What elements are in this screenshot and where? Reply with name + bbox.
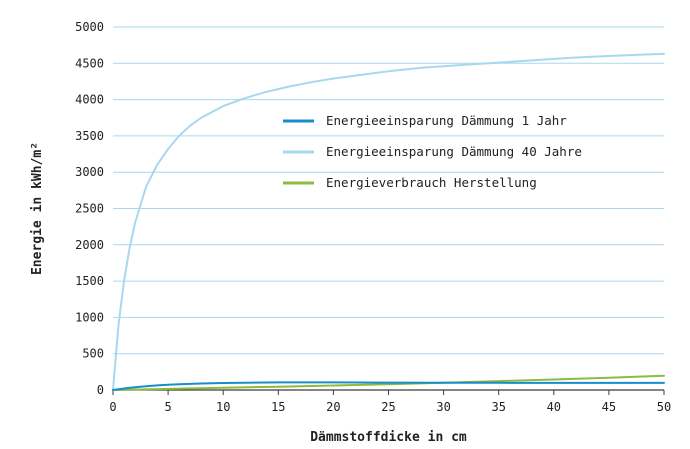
y-tick-label: 0	[97, 383, 104, 397]
legend-item: Energieeinsparung Dämmung 40 Jahre	[283, 144, 582, 159]
series-line	[112, 52, 665, 391]
x-tick-label: 50	[657, 400, 671, 414]
y-tick-labels: 0 500 1000 1500 2000 2500 3000 3500 4000 4500 5000	[75, 20, 104, 397]
y-tick-label: 4000	[75, 93, 104, 107]
x-tick-label: 15	[271, 400, 285, 414]
series-line	[112, 381, 665, 391]
series-line	[112, 374, 665, 391]
x-tick-label: 25	[381, 400, 395, 414]
legend-label: Energieeinsparung Dämmung 40 Jahre	[326, 144, 582, 159]
grid-lines	[113, 26, 664, 355]
y-tick-label: 500	[82, 347, 104, 361]
x-tick-label: 5	[164, 400, 171, 414]
y-tick-label: 1000	[75, 310, 104, 324]
x-tick-label: 35	[491, 400, 505, 414]
x-tick-labels: 0 5 10 15 20 25 30 35 40 45 50	[109, 400, 671, 414]
x-tick-label: 45	[602, 400, 616, 414]
y-tick-label: 3000	[75, 165, 104, 179]
y-axis-title: Energie in kWh/m²	[30, 142, 45, 275]
y-tick-label: 2500	[75, 202, 104, 216]
y-tick-label: 5000	[75, 20, 104, 34]
x-tick-label: 20	[326, 400, 340, 414]
y-tick-label: 3500	[75, 129, 104, 143]
legend-item: Energieverbrauch Herstellung	[283, 175, 537, 190]
y-tick-label: 2000	[75, 238, 104, 252]
legend-item: Energieeinsparung Dämmung 1 Jahr	[283, 113, 567, 128]
legend-label: Energieverbrauch Herstellung	[326, 175, 537, 190]
legend: Energieeinsparung Dämmung 1 Jahr Energiee…	[283, 113, 582, 190]
x-tick-label: 0	[109, 400, 116, 414]
series-lines	[112, 52, 665, 391]
legend-label: Energieeinsparung Dämmung 1 Jahr	[326, 113, 567, 128]
y-tick-label: 4500	[75, 56, 104, 70]
x-axis-title: Dämmstoffdicke in cm	[310, 430, 467, 445]
x-tick-label: 40	[547, 400, 561, 414]
x-axis	[112, 389, 665, 395]
x-tick-label: 30	[436, 400, 450, 414]
x-tick-label: 10	[216, 400, 230, 414]
y-tick-label: 1500	[75, 274, 104, 288]
